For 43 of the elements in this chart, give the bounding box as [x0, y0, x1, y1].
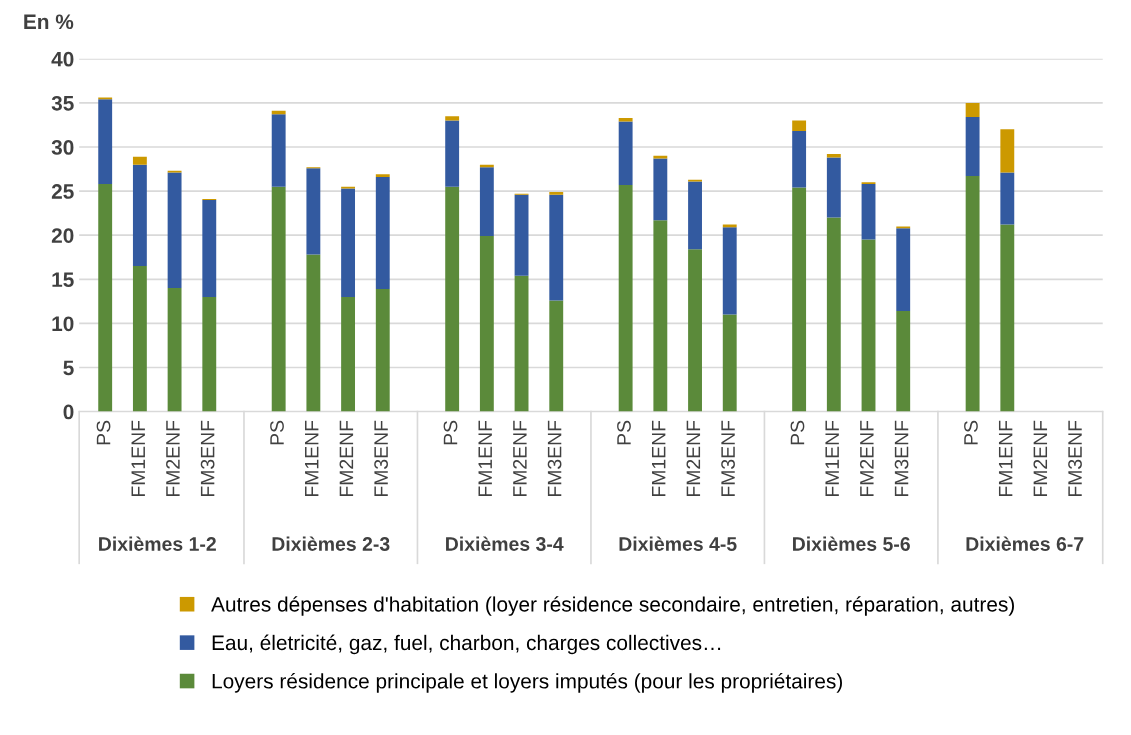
x-tick-label: PS [443, 420, 458, 445]
text: Dixièmes 4-5 [619, 536, 737, 551]
x-tick-label: FM3ENF [547, 420, 562, 497]
x-tick-label: FM2ENF [339, 420, 354, 497]
x-tick-label: FM3ENF [374, 420, 388, 497]
x-tick-label: FM3ENF [200, 420, 215, 497]
legend-label: Loyers résidence principale et loyers imputés (pour les propriétaires) [212, 673, 842, 693]
x-tick-label: FM2ENF [859, 420, 874, 497]
y-tick-label: 20 [51, 228, 74, 243]
x-tick-label: FM3ENF [894, 420, 909, 497]
x-tick-label: PS [964, 420, 978, 445]
x-tick-label: PS [790, 420, 805, 445]
y-tick-label: 35 [51, 95, 74, 111]
x-tick-label: FM1ENF [305, 420, 319, 497]
y-tick-label: 5 [63, 360, 74, 376]
x-tick-label: FM3ENF [721, 420, 735, 497]
text: Dixièmes 2-3 [272, 536, 390, 551]
x-tick-label: PS [617, 420, 631, 445]
x-tick-label: FM2ENF [686, 420, 701, 497]
x-tick-label: FM1ENF [478, 420, 492, 497]
x-tick-label: FM2ENF [166, 420, 180, 497]
x-tick-label: FM1ENF [825, 420, 839, 497]
y-tick-label: 25 [51, 184, 74, 199]
x-tick-label: FM1ENF [131, 420, 145, 497]
y-tick-label: 40 [51, 51, 74, 67]
text: Dixièmes 6-7 [966, 536, 1084, 551]
y-tick-label: 15 [52, 272, 74, 288]
x-tick-label: FM1ENF [651, 420, 666, 497]
y-tick-label: 10 [52, 316, 74, 332]
text: Dixièmes 3-4 [446, 536, 564, 551]
y-axis-title: En % [24, 14, 74, 30]
text: Dixièmes 1-2 [99, 536, 216, 551]
x-tick-label: PS [270, 420, 284, 445]
text: Dixièmes 5-6 [793, 536, 910, 551]
x-tick-label: FM1ENF [998, 420, 1013, 497]
y-tick-label: 0 [63, 404, 74, 420]
x-tick-label: PS [96, 420, 111, 445]
x-tick-label: FM3ENF [1068, 420, 1082, 497]
legend-label: Eau, életricité, gaz, fuel, charbon, charges collectives… [212, 634, 721, 655]
y-tick-label: 30 [51, 140, 74, 155]
x-tick-label: FM2ENF [513, 420, 527, 497]
legend-label: Autres dépenses d'habitation (loyer résidence secondaire, entretien, réparation, autres) [211, 596, 1014, 616]
x-tick-label: FM2ENF [1033, 420, 1048, 497]
